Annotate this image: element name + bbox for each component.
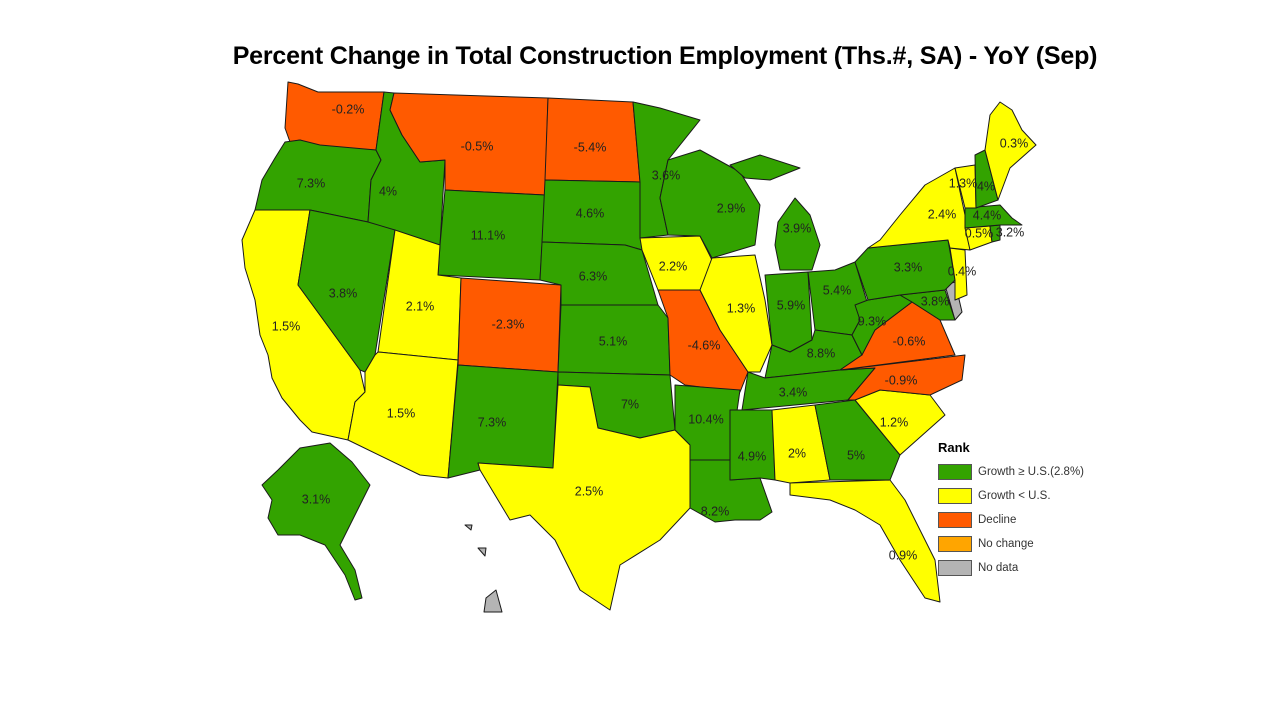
label-me: 0.3% [1000,136,1029,150]
state-ga [814,399,901,481]
label-nc: -0.9% [885,373,918,387]
label-ks: 5.1% [599,334,628,348]
label-tn: 3.4% [779,385,808,399]
legend-label: No data [978,562,1019,574]
label-ny: 2.4% [928,207,957,221]
label-ok: 7% [621,397,639,411]
state-il [699,254,773,373]
label-nm: 7.3% [478,415,507,429]
state-wy [437,189,546,281]
label-mo: -4.6% [688,338,721,352]
state-mi [774,197,821,271]
legend-label: Growth < U.S. [978,490,1051,502]
label-md: 3.8% [921,294,950,308]
label-wi: 2.9% [717,201,746,215]
legend-swatch-yellow [938,488,972,504]
state-hi-2 [477,547,487,557]
label-ri: 3.2% [996,225,1025,239]
state-fl [789,479,941,603]
label-ar: 10.4% [688,412,723,426]
legend-item-decline: Decline [938,508,1084,532]
label-ky: 8.8% [807,346,836,360]
label-or: 7.3% [297,176,326,190]
label-in: 5.9% [777,298,806,312]
label-al: 2% [788,446,806,460]
legend-label: Growth ≥ U.S.(2.8%) [978,466,1085,478]
label-mi: 3.9% [783,221,812,235]
legend-swatch-green [938,464,972,480]
label-wa: -0.2% [332,102,365,116]
label-ga: 5% [847,448,865,462]
label-ct: 0.5% [965,226,994,240]
label-id: 4% [379,184,397,198]
legend-label: Decline [978,514,1017,526]
legend-swatch-orange [938,536,972,552]
label-nj: 0.4% [948,264,977,278]
state-me [984,101,1037,201]
state-mi-up [729,154,801,181]
state-ak [261,442,371,601]
state-hi-3 [464,524,473,531]
legend-swatch-orange-red [938,512,972,528]
label-ak: 3.1% [302,492,331,506]
label-va: -0.6% [893,334,926,348]
legend-item-growth-lt-us: Growth < U.S. [938,484,1084,508]
label-mt: -0.5% [461,139,494,153]
label-vt: 1.3% [949,176,978,190]
state-ms [729,409,776,481]
label-ms: 4.9% [738,449,767,463]
label-tx: 2.5% [575,484,604,498]
label-nv: 3.8% [329,286,358,300]
map-legend: Rank Growth ≥ U.S.(2.8%) Growth < U.S. D… [938,440,1084,580]
legend-item-no-change: No change [938,532,1084,556]
label-az: 1.5% [387,406,416,420]
legend-swatch-gray [938,560,972,576]
legend-title: Rank [938,440,970,455]
legend-item-no-data: No data [938,556,1084,580]
legend-label: No change [978,538,1034,550]
label-mn: 3.6% [652,168,681,182]
label-nh: 4% [977,179,995,193]
label-sd: 4.6% [576,206,605,220]
label-pa: 3.3% [894,260,923,274]
label-nd: -5.4% [574,140,607,154]
label-wv: 9.3% [858,314,887,328]
state-hi-1 [483,589,503,613]
label-sc: 1.2% [880,415,909,429]
label-ma: 4.4% [973,208,1002,222]
label-ia: 2.2% [659,259,688,273]
state-tx [477,384,691,611]
legend-item-growth-ge-us: Growth ≥ U.S.(2.8%) [938,460,1084,484]
label-ut: 2.1% [406,299,435,313]
state-ma [964,204,1023,229]
label-co: -2.3% [492,317,525,331]
label-ne: 6.3% [579,269,608,283]
label-wy: 11.1% [471,228,506,242]
map-title: Percent Change in Total Construction Emp… [232,42,1098,70]
label-la: 8.2% [701,504,730,518]
label-il: 1.3% [727,301,756,315]
label-ca: 1.5% [272,319,301,333]
state-al [771,404,831,484]
label-oh: 5.4% [823,283,852,297]
label-fl: 0.9% [889,548,918,562]
state-wi [659,149,761,259]
